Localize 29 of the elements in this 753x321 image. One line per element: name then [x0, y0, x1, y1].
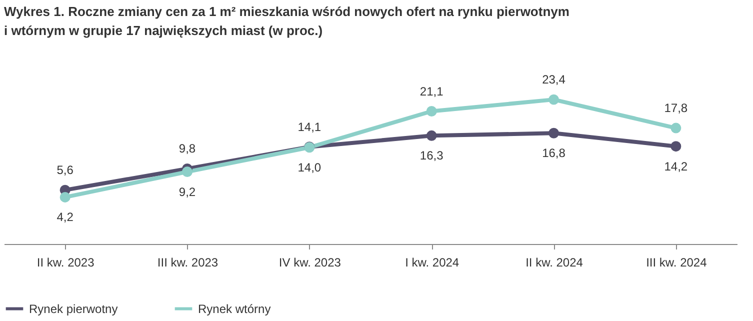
point [182, 166, 192, 178]
point [670, 122, 682, 134]
x-tick-label: III kw. 2024 [646, 256, 708, 270]
point [548, 94, 559, 105]
x-tick-label: IV kw. 2023 [278, 256, 342, 270]
point [426, 130, 437, 141]
data-label: 16,8 [542, 146, 566, 160]
chart-title: Wykres 1. Roczne zmiany cen za 1 m² mieszkania wśród nowych ofert na rynku pierwotnym i wtórnym w grupie 17 największych miast (w proc.) [4, 4, 570, 38]
data-label: 17,8 [664, 101, 688, 116]
point [60, 192, 70, 202]
data-label: 14,0 [298, 160, 322, 174]
legend-label: Rynek pierwotny [29, 302, 118, 316]
data-label: 23,4 [542, 72, 566, 87]
data-label: 4,2 [56, 210, 74, 224]
x-tick-label: II kw. 2024 [526, 256, 584, 270]
x-tick-label: III kw. 2023 [157, 256, 218, 270]
x-tick-label: I kw. 2024 [405, 256, 460, 270]
point [426, 106, 437, 116]
data-label: 9,8 [178, 142, 196, 156]
legend-label: Rynek wtórny [198, 302, 271, 316]
data-label: 9,2 [178, 184, 196, 199]
data-label: 21,1 [420, 84, 444, 98]
data-label: 14,2 [664, 159, 688, 174]
point [548, 128, 559, 138]
point [670, 141, 682, 152]
x-tick-label: II kw. 2023 [36, 256, 95, 270]
data-label: 14,1 [298, 120, 322, 134]
data-label: 16,3 [420, 148, 444, 163]
data-label: 5,6 [56, 163, 74, 178]
